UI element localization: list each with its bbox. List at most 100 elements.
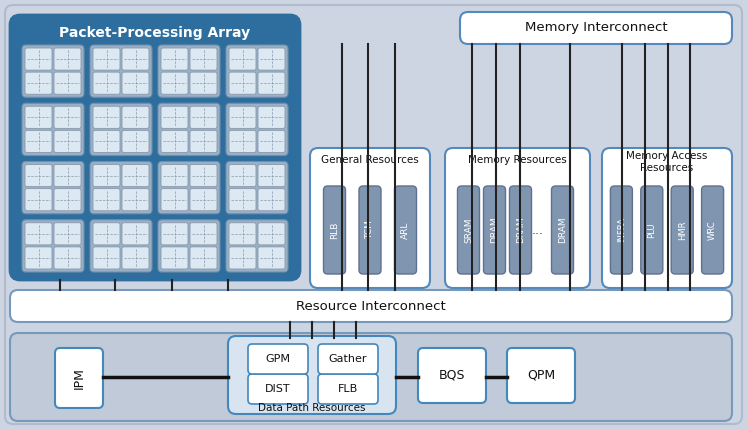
FancyBboxPatch shape <box>25 247 52 269</box>
FancyBboxPatch shape <box>258 223 285 245</box>
Text: ARL: ARL <box>401 221 410 239</box>
FancyBboxPatch shape <box>190 48 217 70</box>
FancyBboxPatch shape <box>93 130 120 152</box>
Text: PLU: PLU <box>648 222 657 238</box>
FancyBboxPatch shape <box>229 223 256 245</box>
FancyBboxPatch shape <box>460 12 732 44</box>
FancyBboxPatch shape <box>258 189 285 211</box>
Text: Memory Interconnect: Memory Interconnect <box>524 21 667 34</box>
FancyBboxPatch shape <box>158 220 220 272</box>
FancyBboxPatch shape <box>602 148 732 288</box>
FancyBboxPatch shape <box>54 130 81 152</box>
FancyBboxPatch shape <box>22 220 84 272</box>
FancyBboxPatch shape <box>10 333 732 421</box>
FancyBboxPatch shape <box>93 48 120 70</box>
FancyBboxPatch shape <box>25 130 52 152</box>
FancyBboxPatch shape <box>359 186 381 274</box>
FancyBboxPatch shape <box>93 223 120 245</box>
Text: Memory Access
Resources: Memory Access Resources <box>626 151 707 173</box>
FancyBboxPatch shape <box>10 290 732 322</box>
FancyBboxPatch shape <box>161 72 188 94</box>
FancyBboxPatch shape <box>318 374 378 404</box>
FancyBboxPatch shape <box>229 106 256 128</box>
FancyBboxPatch shape <box>90 161 152 214</box>
FancyBboxPatch shape <box>418 348 486 403</box>
FancyBboxPatch shape <box>93 106 120 128</box>
Text: INFRA: INFRA <box>617 218 626 242</box>
Text: FLB: FLB <box>338 384 358 394</box>
FancyBboxPatch shape <box>54 247 81 269</box>
FancyBboxPatch shape <box>55 348 103 408</box>
FancyBboxPatch shape <box>226 45 288 97</box>
FancyBboxPatch shape <box>226 220 288 272</box>
FancyBboxPatch shape <box>226 161 288 214</box>
FancyBboxPatch shape <box>93 189 120 211</box>
Text: WRC: WRC <box>708 220 717 240</box>
Text: DIST: DIST <box>265 384 291 394</box>
FancyBboxPatch shape <box>54 48 81 70</box>
FancyBboxPatch shape <box>54 106 81 128</box>
FancyBboxPatch shape <box>229 247 256 269</box>
FancyBboxPatch shape <box>161 247 188 269</box>
FancyBboxPatch shape <box>226 103 288 155</box>
FancyBboxPatch shape <box>54 189 81 211</box>
FancyBboxPatch shape <box>122 48 149 70</box>
FancyBboxPatch shape <box>248 374 308 404</box>
Text: RLB: RLB <box>330 221 339 239</box>
FancyBboxPatch shape <box>228 336 396 414</box>
FancyBboxPatch shape <box>158 45 220 97</box>
FancyBboxPatch shape <box>318 344 378 374</box>
Text: Gather: Gather <box>329 354 368 364</box>
FancyBboxPatch shape <box>641 186 663 274</box>
FancyBboxPatch shape <box>93 247 120 269</box>
FancyBboxPatch shape <box>190 106 217 128</box>
Text: DRAM: DRAM <box>558 217 567 243</box>
FancyBboxPatch shape <box>701 186 724 274</box>
FancyBboxPatch shape <box>161 48 188 70</box>
FancyBboxPatch shape <box>229 189 256 211</box>
FancyBboxPatch shape <box>122 247 149 269</box>
FancyBboxPatch shape <box>25 189 52 211</box>
Text: IPM: IPM <box>72 367 85 389</box>
FancyBboxPatch shape <box>310 148 430 288</box>
FancyBboxPatch shape <box>258 48 285 70</box>
FancyBboxPatch shape <box>190 247 217 269</box>
FancyBboxPatch shape <box>190 189 217 211</box>
FancyBboxPatch shape <box>122 164 149 187</box>
FancyBboxPatch shape <box>25 164 52 187</box>
FancyBboxPatch shape <box>93 164 120 187</box>
FancyBboxPatch shape <box>551 186 574 274</box>
FancyBboxPatch shape <box>90 220 152 272</box>
FancyBboxPatch shape <box>161 164 188 187</box>
FancyBboxPatch shape <box>122 106 149 128</box>
FancyBboxPatch shape <box>248 344 308 374</box>
Text: Data Path Resources: Data Path Resources <box>258 403 366 413</box>
FancyBboxPatch shape <box>122 130 149 152</box>
FancyBboxPatch shape <box>258 247 285 269</box>
FancyBboxPatch shape <box>93 72 120 94</box>
FancyBboxPatch shape <box>445 148 590 288</box>
FancyBboxPatch shape <box>672 186 693 274</box>
FancyBboxPatch shape <box>229 164 256 187</box>
Text: Resource Interconnect: Resource Interconnect <box>296 299 446 312</box>
FancyBboxPatch shape <box>158 103 220 155</box>
FancyBboxPatch shape <box>54 223 81 245</box>
FancyBboxPatch shape <box>161 106 188 128</box>
Text: TCM: TCM <box>365 221 374 239</box>
FancyBboxPatch shape <box>258 72 285 94</box>
FancyBboxPatch shape <box>90 45 152 97</box>
Text: DRAM: DRAM <box>516 217 525 243</box>
FancyBboxPatch shape <box>190 164 217 187</box>
FancyBboxPatch shape <box>190 130 217 152</box>
FancyBboxPatch shape <box>229 130 256 152</box>
Text: DRAM: DRAM <box>490 217 499 243</box>
Text: SRAM: SRAM <box>464 217 473 243</box>
FancyBboxPatch shape <box>25 223 52 245</box>
FancyBboxPatch shape <box>509 186 532 274</box>
FancyBboxPatch shape <box>161 189 188 211</box>
FancyBboxPatch shape <box>22 161 84 214</box>
Text: General Resources: General Resources <box>321 155 419 165</box>
FancyBboxPatch shape <box>22 45 84 97</box>
FancyBboxPatch shape <box>229 72 256 94</box>
FancyBboxPatch shape <box>90 103 152 155</box>
